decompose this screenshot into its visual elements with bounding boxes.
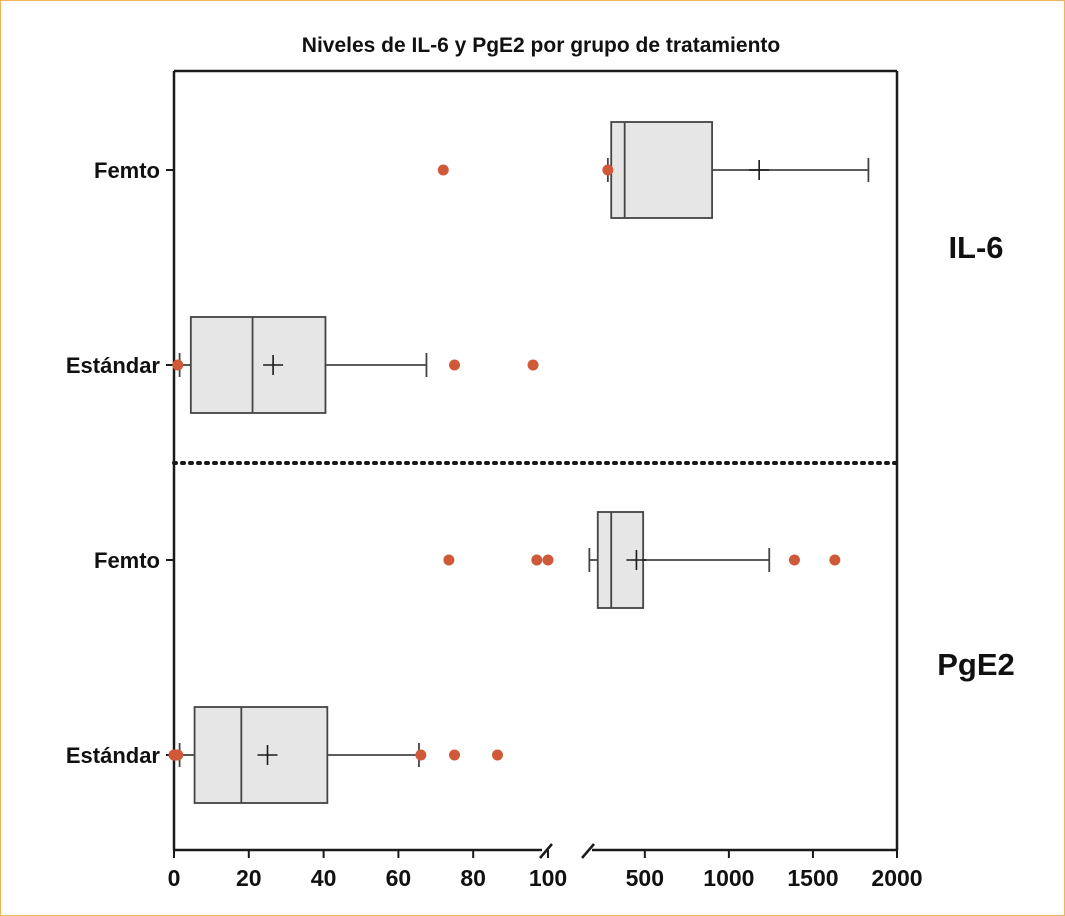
outlier-point bbox=[602, 164, 614, 176]
outlier-point bbox=[788, 554, 800, 566]
category-label: Estándar bbox=[66, 743, 161, 768]
x-tick-label: 80 bbox=[460, 865, 486, 891]
outlier-point bbox=[437, 164, 449, 176]
outlier-point bbox=[443, 554, 455, 566]
outlier-point bbox=[172, 359, 184, 371]
chart-title: Niveles de IL-6 y PgE2 por grupo de trat… bbox=[302, 34, 780, 57]
outlier-point bbox=[172, 749, 184, 761]
x-tick-label: 500 bbox=[626, 865, 664, 891]
x-tick-label: 2000 bbox=[871, 865, 922, 891]
x-tick-label: 1500 bbox=[787, 865, 838, 891]
category-label: Femto bbox=[94, 158, 160, 183]
outlier-point bbox=[449, 359, 460, 371]
outlier-point bbox=[531, 554, 543, 566]
category-label: Femto bbox=[94, 548, 160, 573]
x-tick-label: 0 bbox=[168, 865, 181, 891]
x-tick-label: 20 bbox=[236, 865, 262, 891]
outlier-point bbox=[829, 554, 841, 566]
x-tick-label: 60 bbox=[386, 865, 412, 891]
outlier-point bbox=[415, 749, 427, 761]
outlier-point bbox=[542, 554, 554, 566]
panel-label: PgE2 bbox=[937, 647, 1015, 682]
outlier-point bbox=[449, 749, 460, 761]
x-tick-label: 1000 bbox=[703, 865, 754, 891]
x-tick-label: 40 bbox=[311, 865, 337, 891]
outlier-point bbox=[492, 749, 504, 761]
plot-area: 0 20 40 60 80 100 500 1000 1500 2000 IL-6 Femto Está… bbox=[66, 69, 1015, 891]
x-tick-label: 100 bbox=[529, 865, 567, 891]
box bbox=[189, 316, 327, 414]
outlier-point bbox=[527, 359, 539, 371]
box bbox=[610, 121, 713, 219]
category-label: Estándar bbox=[66, 353, 161, 378]
axis-break-mark bbox=[581, 843, 595, 859]
panel-label: IL-6 bbox=[948, 230, 1003, 265]
axis-break-mark bbox=[539, 843, 553, 859]
